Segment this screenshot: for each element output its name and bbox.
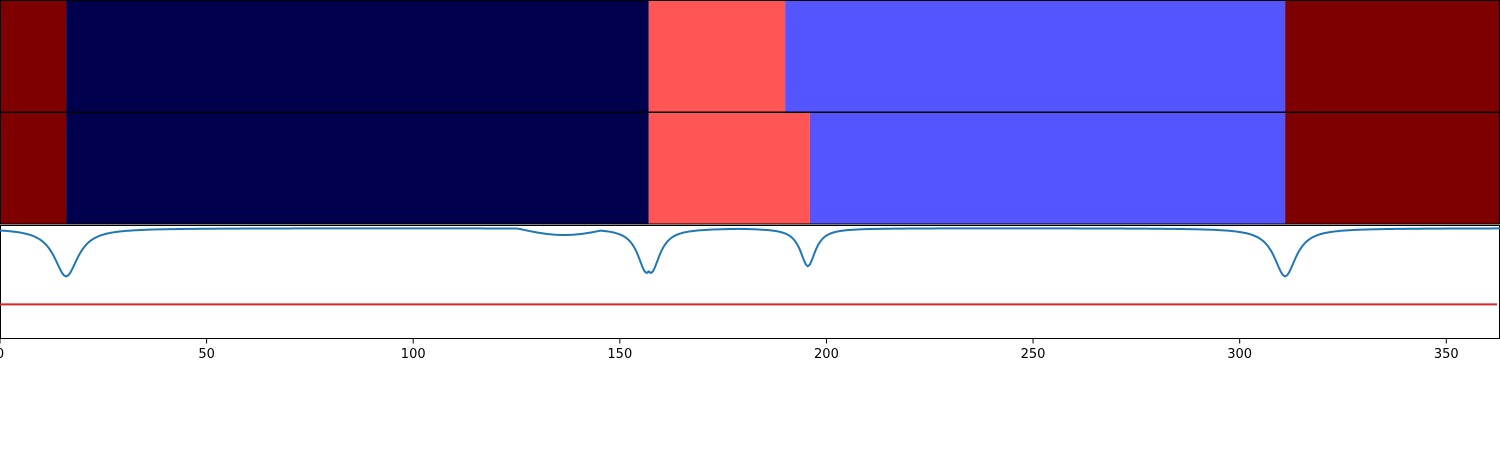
score-panel bbox=[0, 225, 1500, 339]
x-tick-label-250: 250 bbox=[1021, 347, 1046, 362]
x-axis: 0 50 100 150 200 250 300 350 bbox=[0, 338, 1459, 362]
x-tick-label-50: 50 bbox=[198, 347, 215, 362]
segment-1-4 bbox=[785, 1, 1286, 112]
x-tick-label-200: 200 bbox=[814, 347, 839, 362]
segment-1-2 bbox=[66, 1, 649, 112]
segmentation-row-2 bbox=[0, 112, 1500, 225]
score-panel-frame bbox=[0, 225, 1500, 339]
segment-1-5 bbox=[1285, 1, 1500, 112]
score-line bbox=[0, 227, 1500, 278]
segment-1-1 bbox=[0, 1, 67, 112]
segment-2-1 bbox=[0, 113, 67, 224]
segment-1-3 bbox=[648, 1, 786, 112]
segment-2-5 bbox=[1285, 113, 1500, 224]
segment-2-2 bbox=[66, 113, 649, 224]
x-tick-label-300: 300 bbox=[1227, 347, 1252, 362]
x-tick-label-150: 150 bbox=[607, 347, 632, 362]
x-tick-label-100: 100 bbox=[401, 347, 426, 362]
x-tick-label-350: 350 bbox=[1434, 347, 1459, 362]
segment-2-4 bbox=[809, 113, 1286, 224]
x-tick-label-0: 0 bbox=[0, 347, 4, 362]
segmentation-rows bbox=[0, 0, 1500, 225]
segment-2-3 bbox=[648, 113, 810, 224]
segmentation-row-1 bbox=[0, 0, 1500, 113]
